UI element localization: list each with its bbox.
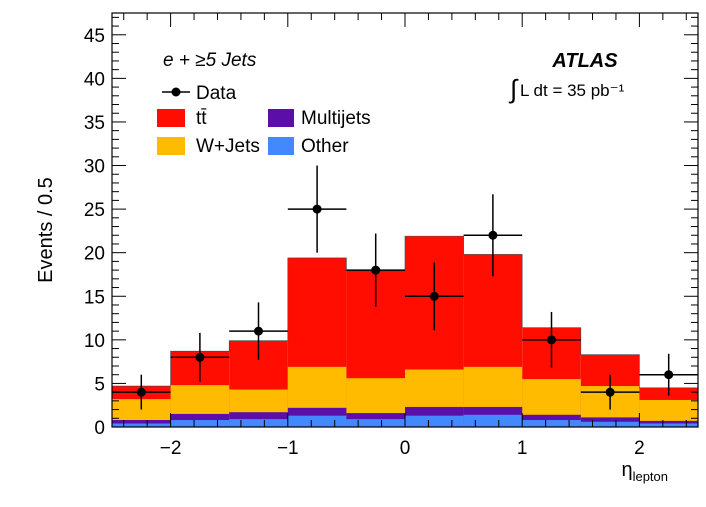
legend-label-data: Data [196,83,237,104]
legend-entry-other: Other [268,136,349,157]
stacked-histogram [111,235,699,427]
lumi-integral: ∫ [508,74,519,104]
x-axis-label-main: η [621,459,632,481]
y-tick-label-40: 40 [84,69,105,90]
data-point-bin-0 [136,387,146,397]
legend-data-marker [171,87,181,97]
y-tick-label-10: 10 [84,331,105,352]
y-tick-label-15: 15 [84,287,105,308]
bar-other-bin-4 [346,419,405,427]
data-point-bin-7 [547,335,556,345]
x-tick-label--1: −1 [277,438,299,459]
y-tick-label-30: 30 [84,157,105,178]
x-tick-label--2: −2 [160,438,182,459]
legend-entry-wjets: W+Jets [157,136,260,157]
data-point-bin-2 [254,326,263,336]
x-tick-label-0: 0 [400,438,411,459]
bar-other-bin-0 [112,423,171,427]
data-point-bin-6 [488,230,498,240]
legend-entry-data: Data [162,83,237,104]
data-points [136,204,674,397]
y-axis-label: Events / 0.5 [35,177,57,283]
y-tick-label-5: 5 [94,374,105,395]
legend-swatch-multijets [268,109,294,127]
legend-entry-ttbar: tt̄ [157,108,207,129]
legend-label-ttbar: tt̄ [196,108,207,129]
x-axis-label-subscript: lepton [633,469,668,484]
bar-other-bin-5 [405,415,464,427]
bar-other-bin-3 [287,415,347,427]
bar-other-bin-6 [463,414,523,427]
bar-other-bin-7 [522,420,581,427]
legend-label-other: Other [301,136,349,157]
data-point-bin-3 [312,204,322,214]
bar-other-bin-9 [639,423,698,427]
legend-label-multijets: Multijets [301,108,371,129]
legend-swatch-ttbar [157,109,185,127]
bar-other-bin-8 [580,421,640,427]
atlas-label: ATLAS [551,50,618,72]
x-tick-label-2: 2 [634,438,645,459]
legend-label-wjets: W+Jets [196,136,260,157]
bar-other-bin-2 [229,419,288,427]
legend-entry-multijets: Multijets [268,108,371,129]
y-tick-label-0: 0 [94,418,105,439]
y-tick-label-20: 20 [84,244,105,265]
data-point-bin-1 [195,352,205,362]
x-axis-label: ηlepton [621,459,668,484]
data-point-bin-5 [429,291,439,301]
y-tick-label-35: 35 [84,113,105,134]
data-point-bin-4 [371,265,381,275]
data-point-bin-8 [605,387,615,397]
y-tick-label-25: 25 [84,200,105,221]
x-tick-label-1: 1 [517,438,528,459]
legend: Data tt̄ Multijets W+Jets Other [157,83,371,157]
lumi-label: L dt = 35 pb⁻¹ [520,81,625,100]
channel-label: e + ≥5 Jets [163,50,257,71]
legend-swatch-wjets [157,137,185,155]
legend-swatch-other [268,137,294,155]
data-point-bin-9 [664,370,674,380]
y-tick-label-45: 45 [84,26,105,47]
axis-ticks: 0 5 10 15 20 25 30 35 40 45 −2 −1 0 1 2 [84,13,698,459]
bar-other-bin-1 [170,420,230,427]
